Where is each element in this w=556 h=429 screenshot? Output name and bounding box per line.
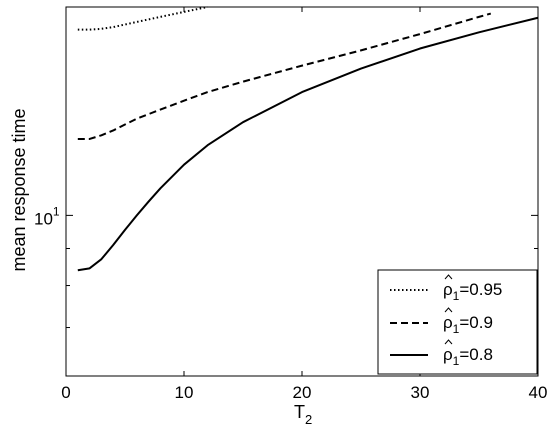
y-tick-label-exponent: 1 xyxy=(53,204,60,218)
x-axis-label-subscript: 2 xyxy=(305,412,312,427)
legend-symbol: ρ xyxy=(443,280,453,299)
series-line-solid xyxy=(77,16,539,272)
legend-subscript: 1 xyxy=(453,289,460,303)
legend-label: ρ1=0.8 xyxy=(443,345,493,368)
series-layer xyxy=(77,6,539,272)
legend-value: =0.8 xyxy=(459,345,493,364)
legend-subscript: 1 xyxy=(453,322,460,336)
legend-hat-mark xyxy=(444,307,453,313)
x-axis-label: T2 xyxy=(294,402,312,427)
legend-hat-mark xyxy=(444,274,453,280)
y-axis-label: mean response time xyxy=(9,108,29,271)
series-line-dashed xyxy=(77,12,492,140)
legend-label: ρ1=0.9 xyxy=(443,313,493,336)
legend-value: =0.9 xyxy=(459,313,493,332)
x-tick-label: 0 xyxy=(61,383,70,402)
legend-symbol: ρ xyxy=(443,345,453,364)
x-tick-label: 40 xyxy=(529,383,548,402)
x-tick-label: 20 xyxy=(293,383,312,402)
legend-symbol: ρ xyxy=(443,313,453,332)
x-tick-label: 30 xyxy=(411,383,430,402)
legend-value: =0.95 xyxy=(459,280,502,299)
y-tick-label-base: 10 xyxy=(34,209,53,228)
x-tick-label: 10 xyxy=(175,383,194,402)
legend-hat-mark xyxy=(444,339,453,345)
legend-subscript: 1 xyxy=(453,354,460,368)
legend-label: ρ1=0.95 xyxy=(443,280,502,303)
x-axis-label-main: T xyxy=(294,402,305,422)
y-tick-label: 101 xyxy=(34,204,60,228)
